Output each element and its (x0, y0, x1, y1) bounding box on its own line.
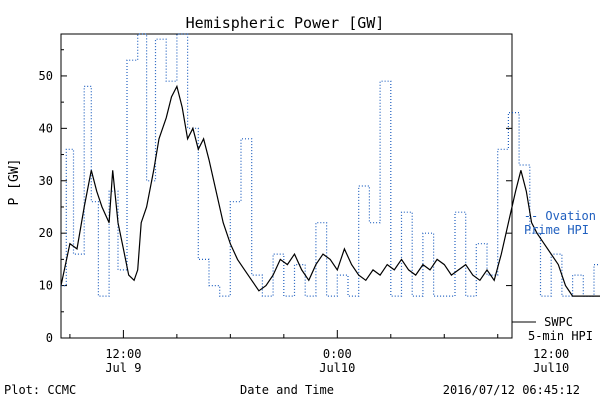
x-tick-label-time: 0:00 (323, 347, 352, 361)
legend-swpc-label: SWPC (544, 315, 573, 329)
y-tick-label: 50 (39, 69, 53, 83)
y-axis-ticks: 0 10 20 30 40 50 (39, 49, 512, 345)
y-tick-label: 10 (39, 279, 53, 293)
ovation-prime-hpi-line (61, 33, 600, 297)
x-axis-label: Date and Time (240, 383, 334, 397)
swpc-5min-hpi-line (60, 84, 600, 297)
x-tick-label-date: Jul 9 (105, 361, 141, 375)
legend-ovation-sublabel: Prime HPI (524, 223, 589, 237)
x-tick-label-time: 12:00 (105, 347, 141, 361)
x-tick-label-date: Jul10 (319, 361, 355, 375)
y-tick-label: 20 (39, 226, 53, 240)
y-tick-label: 40 (39, 121, 53, 135)
y-tick-label: 30 (39, 174, 53, 188)
y-axis-label: P [GW] (7, 159, 22, 206)
legend-swpc-sublabel: 5-min HPI (528, 329, 593, 343)
x-tick-label-date: Jul10 (533, 361, 569, 375)
plot-frame (60, 33, 513, 339)
x-tick-label-time: 12:00 (533, 347, 569, 361)
footer-timestamp: 2016/07/12 06:45:12 (443, 383, 580, 397)
footer-left: Plot: CCMC (4, 383, 76, 397)
y-tick-label: 0 (46, 331, 53, 345)
chart-title: Hemispheric Power [GW] (186, 14, 385, 32)
legend-ovation-label: -- Ovation (524, 209, 596, 223)
